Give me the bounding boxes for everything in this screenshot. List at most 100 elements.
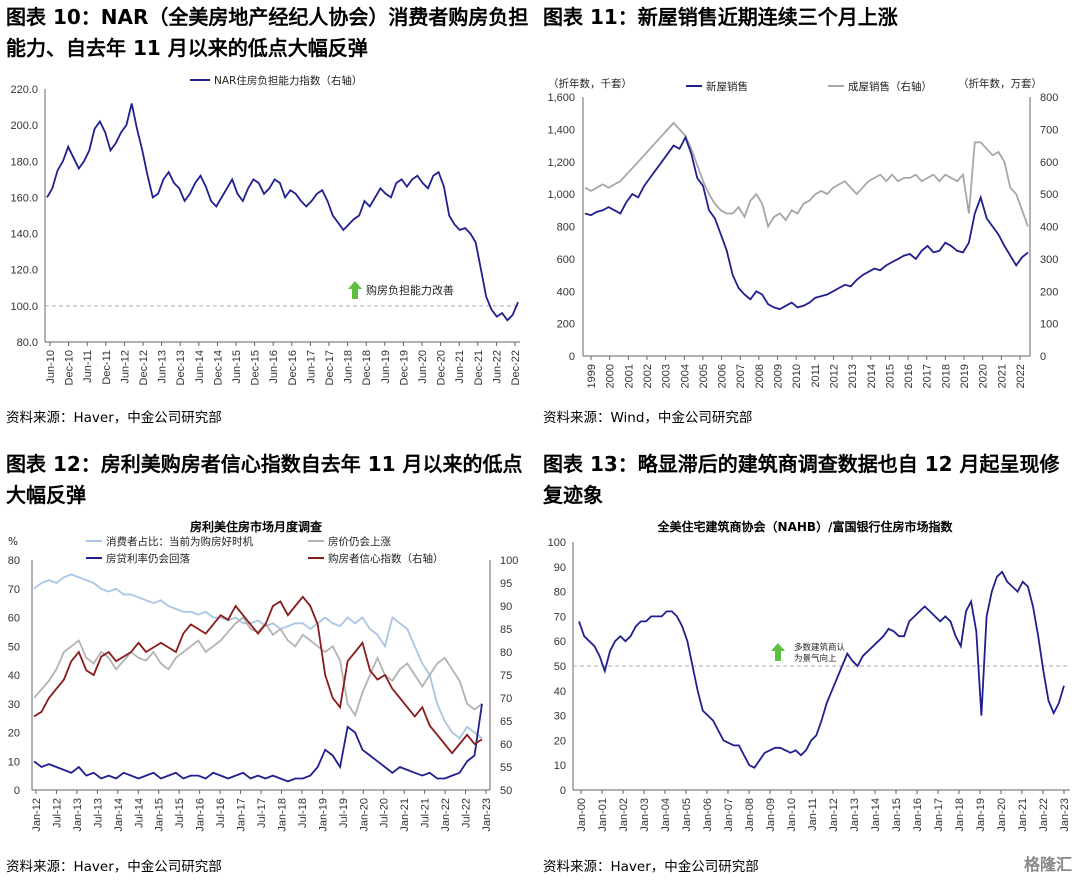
chart12-ytick-left: 0	[14, 785, 20, 797]
chart10-xtick-label: Dec-14	[212, 350, 224, 385]
chart13-xtick-label: Jan-05	[681, 798, 693, 832]
chart10-xtick-label: Dec-10	[64, 350, 76, 385]
chart11-series-existing-home	[584, 121, 1029, 229]
chart10-xtick-label: Dec-11	[101, 350, 113, 385]
chart12-xtick-label: Jul-16	[215, 798, 227, 828]
chart11-ytick-left: 400	[557, 286, 575, 298]
chart11-ytick-right: 500	[1040, 189, 1058, 201]
chart13-xtick-label: Jan-02	[618, 798, 630, 832]
figure-11-title: 图表 11：新屋销售近期连续三个月上涨	[543, 5, 898, 29]
chart12-xtick-label: Jul-14	[133, 798, 145, 828]
chart11-ytick-right: 0	[1040, 351, 1046, 363]
chart13-xtick-label: Jan-13	[849, 798, 861, 832]
chart11-xtick-label: 2008	[754, 364, 766, 388]
chart13-xtick-label: Jan-19	[975, 798, 987, 832]
chart11-ytick-left: 800	[557, 222, 575, 234]
chart12-ytick-right: 65	[500, 716, 512, 728]
chart13-up-arrow-icon	[771, 643, 785, 661]
chart11-xtick-label: 2012	[828, 364, 840, 388]
chart12-series-1	[33, 616, 483, 718]
chart11-xtick-label: 2010	[791, 364, 803, 388]
chart12-ytick-right: 55	[500, 762, 512, 774]
chart11-ytick-right: 300	[1040, 254, 1058, 266]
chart13-xtick-label: Jan-12	[828, 798, 840, 832]
chart13-ytick-left: 50	[554, 661, 566, 673]
chart11-xtick-label: 2002	[642, 364, 654, 388]
chart11-xtick-label: 2022	[1015, 364, 1027, 388]
chart13-ytick-left: 10	[554, 760, 566, 772]
chart11-ytick-right: 100	[1040, 319, 1058, 331]
chart10-xtick-label: Dec-15	[250, 350, 262, 385]
chart10-up-arrow-icon	[348, 281, 362, 299]
chart12-xtick-label: Jul-19	[338, 798, 350, 828]
chart11-ytick-right: 700	[1040, 124, 1058, 136]
chart12-xtick-label: Jul-17	[256, 798, 268, 828]
chart10-xtick-label: Dec-18	[361, 350, 373, 385]
chart10-xtick-label: Jun-17	[305, 350, 317, 384]
chart10-xtick-label: Dec-13	[175, 350, 187, 385]
chart12-ytick-left: 40	[8, 670, 20, 682]
chart12-xtick-label: Jan-17	[236, 798, 248, 832]
chart12-xtick-label: Jan-13	[72, 798, 84, 832]
chart10-xtick-label: Jun-19	[380, 350, 392, 384]
chart13-chart-title: 全美住宅建筑商协会（NAHB）/富国银行住房市场指数	[657, 519, 954, 534]
chart10-xtick-label: Jun-22	[491, 350, 503, 384]
chart11-xtick-label: 2006	[717, 364, 729, 388]
chart12-xtick-label: Jan-22	[440, 798, 452, 832]
chart13-series-line	[578, 570, 1065, 769]
chart10-ytick-left: 180.0	[10, 156, 38, 168]
chart12-xtick-label: Jul-12	[51, 798, 63, 828]
chart12-ytick-left: 30	[8, 699, 20, 711]
chart11-ytick-right: 200	[1040, 286, 1058, 298]
chart10-xtick-label: Jun-18	[343, 350, 355, 384]
chart13-annotation-line: 为景气向上	[794, 653, 837, 664]
chart12-ytick-right: 90	[500, 601, 512, 613]
figure-12-title: 图表 12：房利美购房者信心指数自去年 11 月以来的低点 大幅反弹	[6, 452, 523, 507]
chart13-xtick-label: Jan-23	[1059, 798, 1071, 832]
chart10-ytick-left: 200.0	[10, 120, 38, 132]
chart11-legend-label-existing: 成屋销售（右轴）	[848, 80, 932, 93]
figure-11-source: 资料来源：Wind，中金公司研究部	[543, 410, 753, 426]
chart13-ytick-left: 100	[548, 537, 566, 549]
chart12-ytick-right: 85	[500, 624, 512, 636]
chart12-xtick-label: Jan-15	[154, 798, 166, 832]
chart11-ytick-left: 1,600	[547, 92, 575, 104]
chart10-ytick-left: 120.0	[10, 265, 38, 277]
chart10-ytick-left: 160.0	[10, 192, 38, 204]
chart11-xtick-label: 2003	[661, 364, 673, 388]
figure-10-source: 资料来源：Haver，中金公司研究部	[6, 410, 222, 426]
chart11-xtick-label: 2005	[698, 364, 710, 388]
chart12-chart-title: 房利美住房市场月度调查	[190, 519, 323, 534]
chart11-ytick-left: 1,400	[547, 124, 575, 136]
chart11-xtick-label: 2015	[884, 364, 896, 388]
chart12-xtick-label: Jan-14	[113, 798, 125, 832]
chart10-ytick-left: 220.0	[10, 84, 38, 96]
chart11-ytick-right: 800	[1040, 92, 1058, 104]
chart11-xtick-label: 2014	[866, 364, 878, 388]
chart12-ytick-left: 70	[8, 584, 20, 596]
chart12-xtick-label: Jul-13	[92, 798, 104, 828]
chart11-xtick-label: 2011	[810, 364, 822, 388]
chart13-xtick-label: Jan-10	[786, 798, 798, 832]
chart12-ytick-right: 75	[500, 670, 512, 682]
chart13-xtick-label: Jan-14	[870, 798, 882, 832]
chart11-xtick-label: 2004	[679, 364, 691, 388]
chart12-xtick-label: Jul-18	[297, 798, 309, 828]
chart13-annotation-line: 多数建筑商认	[794, 642, 846, 653]
chart11-xtick-label: 2020	[978, 364, 990, 388]
chart12-ytick-right: 100	[500, 555, 518, 567]
chart12-ytick-left: 10	[8, 756, 20, 768]
chart10-xtick-label: Jun-14	[194, 350, 206, 384]
chart12-ytick-left: 50	[8, 641, 20, 653]
chart10-ytick-left: 80.0	[17, 337, 38, 349]
chart11-xtick-label: 2021	[996, 364, 1008, 388]
chart11-xtick-label: 2017	[922, 364, 934, 388]
chart10-xtick-label: Dec-17	[324, 350, 336, 385]
chart12-xtick-label: Jan-12	[31, 798, 43, 832]
chart10-xtick-label: Jun-12	[119, 350, 131, 384]
chart13-xtick-label: Jan-04	[660, 798, 672, 832]
chart12-xtick-label: Jan-20	[358, 798, 370, 832]
chart12-series-3	[33, 595, 483, 755]
chart13-xtick-label: Jan-22	[1038, 798, 1050, 832]
chart11-ylabel-left: （折年数，千套）	[548, 77, 632, 90]
